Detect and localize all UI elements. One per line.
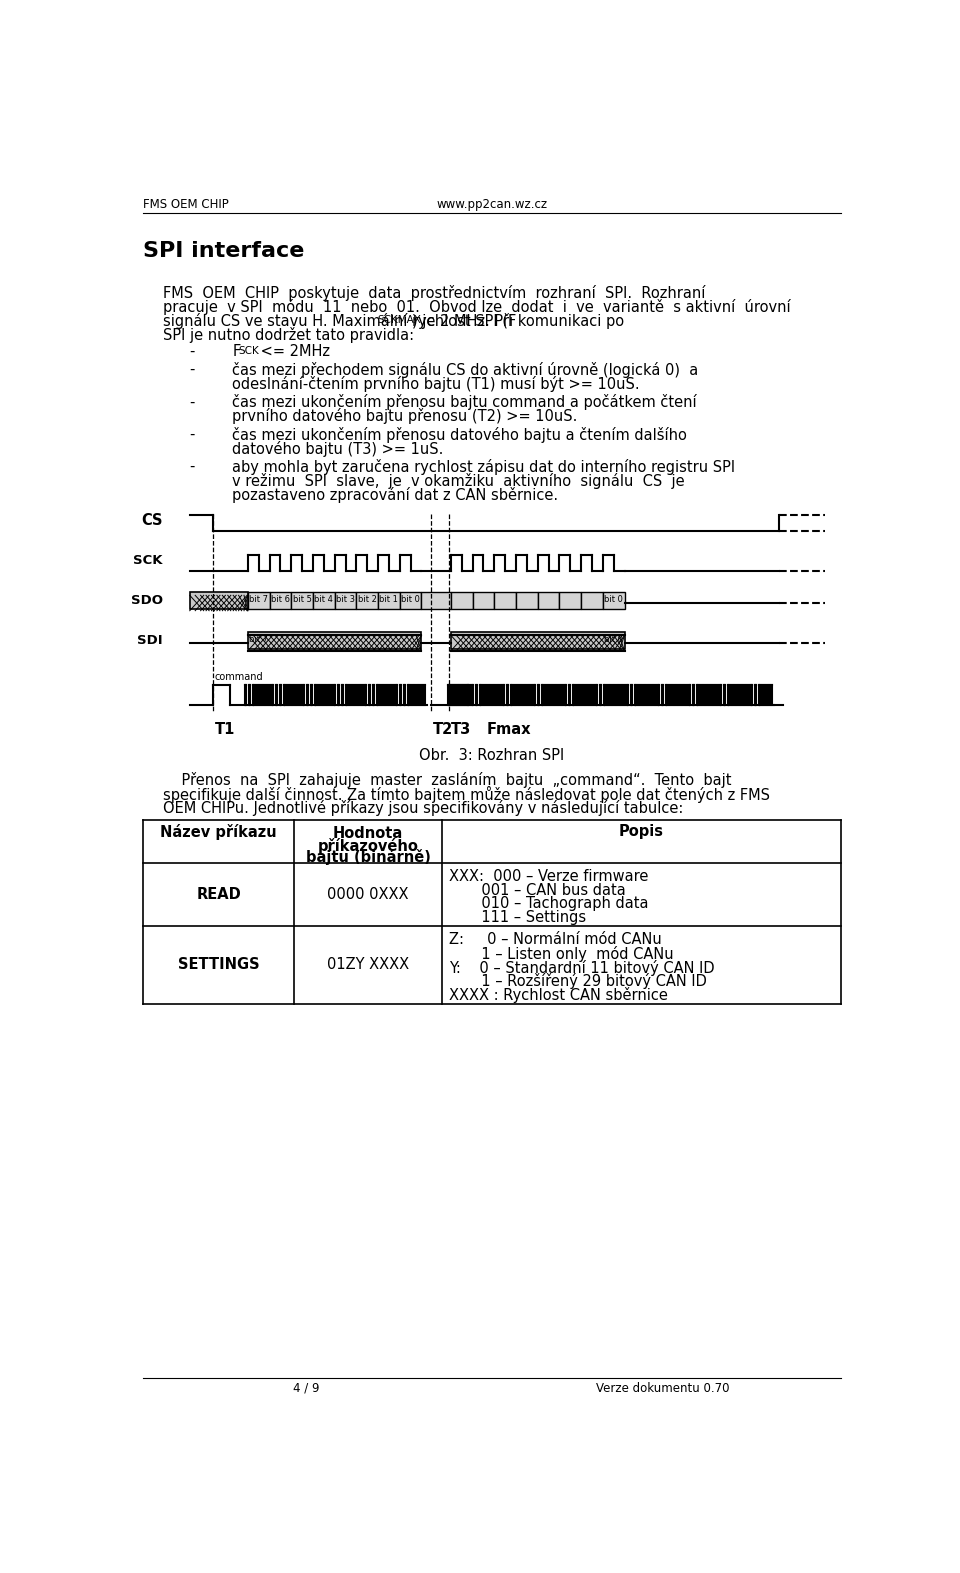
Text: SDI: SDI <box>137 634 162 647</box>
Text: bajtu (binárně): bajtu (binárně) <box>305 849 430 865</box>
Text: SETTINGS: SETTINGS <box>178 958 259 972</box>
Bar <box>248 593 270 609</box>
Text: FMS  OEM  CHIP  poskytuje  data  prostřednictvím  rozhraní  SPI.  Rozhraní: FMS OEM CHIP poskytuje data prostřednict… <box>162 285 705 300</box>
Text: Přenos  na  SPI  zahajuje  master  zasláním  bajtu  „command“.  Tento  bajt: Přenos na SPI zahajuje master zasláním b… <box>162 772 732 788</box>
Bar <box>451 593 472 609</box>
Text: bit 0: bit 0 <box>401 596 420 604</box>
Text: -: - <box>190 426 195 442</box>
Text: 010 – Tachograph data: 010 – Tachograph data <box>449 897 649 911</box>
Bar <box>335 593 356 609</box>
Text: Z:     0 – Normální mód CANu: Z: 0 – Normální mód CANu <box>449 931 662 947</box>
Text: čas mezi ukončením přenosu datového bajtu a čtením dalšího: čas mezi ukončením přenosu datového bajt… <box>232 426 687 442</box>
Text: čas mezi přechodem signálu CS do aktivní úrovně (logická 0)  a: čas mezi přechodem signálu CS do aktivní… <box>232 362 699 378</box>
Text: www.pp2can.wz.cz: www.pp2can.wz.cz <box>437 198 547 211</box>
Bar <box>399 593 421 609</box>
Text: Y:    0 – Standardní 11 bitový CAN ID: Y: 0 – Standardní 11 bitový CAN ID <box>449 960 715 975</box>
Text: -: - <box>190 343 195 359</box>
Text: prvního datového bajtu přenosu (T2) >= 10uS.: prvního datového bajtu přenosu (T2) >= 1… <box>232 409 578 425</box>
Bar <box>313 593 335 609</box>
Text: SPI interface: SPI interface <box>143 241 304 261</box>
Text: bit 5: bit 5 <box>293 596 312 604</box>
Bar <box>581 593 603 609</box>
Text: OEM CHIPu. Jednotlivé příkazy jsou specifikovány v následující tabulce:: OEM CHIPu. Jednotlivé příkazy jsou speci… <box>162 801 683 816</box>
Text: bit 7: bit 7 <box>250 635 268 645</box>
Text: bit 0: bit 0 <box>604 596 623 604</box>
Bar <box>472 593 494 609</box>
Text: odeslnání-čtením prvního bajtu (T1) musí být >= 10uS.: odeslnání-čtením prvního bajtu (T1) musí… <box>232 376 640 392</box>
Text: 1 – Listen only  mód CANu: 1 – Listen only mód CANu <box>449 945 674 961</box>
Text: bit 4: bit 4 <box>314 596 333 604</box>
Text: READ: READ <box>197 887 241 901</box>
Text: 0000 0XXX: 0000 0XXX <box>327 887 409 901</box>
Text: v režimu  SPI  slave,  je  v okamžiku  aktivního  signálu  CS  je: v režimu SPI slave, je v okamžiku aktivn… <box>232 473 685 489</box>
Text: -: - <box>190 459 195 473</box>
Text: 01ZY XXXX: 01ZY XXXX <box>327 958 409 972</box>
Text: bit 1: bit 1 <box>379 596 398 604</box>
Text: T3: T3 <box>451 722 471 736</box>
Text: SPI je nutno dodržet tato pravidla:: SPI je nutno dodržet tato pravidla: <box>162 327 414 343</box>
Bar <box>560 593 581 609</box>
Text: XXXX : Rychlost CAN sběrnice: XXXX : Rychlost CAN sběrnice <box>449 988 668 1004</box>
Text: Verze dokumentu 0.70: Verze dokumentu 0.70 <box>596 1383 730 1395</box>
Text: bit 0: bit 0 <box>604 635 623 645</box>
Text: bit 3: bit 3 <box>336 596 355 604</box>
Bar <box>603 593 625 609</box>
Text: Název příkazu: Název příkazu <box>160 824 277 840</box>
Bar <box>190 593 248 609</box>
Text: CS: CS <box>141 513 162 529</box>
Text: 4 / 9: 4 / 9 <box>293 1383 320 1395</box>
Text: Hodnota: Hodnota <box>333 826 403 842</box>
Text: bit 7: bit 7 <box>250 596 268 604</box>
Bar <box>538 593 560 609</box>
Text: pracuje  v SPI  módu  11  nebo  01.  Obvod lze  dodat  i  ve  variantě  s aktivn: pracuje v SPI módu 11 nebo 01. Obvod lze… <box>162 299 790 315</box>
Text: F: F <box>232 343 241 359</box>
Bar <box>356 593 378 609</box>
Text: 1 – Rozšířený 29 bitový CAN ID: 1 – Rozšířený 29 bitový CAN ID <box>449 974 708 989</box>
Text: -: - <box>190 362 195 378</box>
Text: -: - <box>190 395 195 409</box>
Bar <box>494 593 516 609</box>
Text: T1: T1 <box>214 722 235 736</box>
Text: aby mohla byt zaručena rychlost zápisu dat do interního registru SPI: aby mohla byt zaručena rychlost zápisu d… <box>232 459 735 475</box>
Text: XXX:  000 – Verze firmware: XXX: 000 – Verze firmware <box>449 868 649 884</box>
Bar <box>516 593 538 609</box>
Text: T2: T2 <box>433 722 453 736</box>
Text: Popis: Popis <box>618 824 663 840</box>
Bar <box>248 632 421 650</box>
Text: datového bajtu (T3) >= 1uS.: datového bajtu (T3) >= 1uS. <box>232 440 444 456</box>
Text: ) je 2 MHz. Při komunikaci po: ) je 2 MHz. Při komunikaci po <box>412 313 624 329</box>
Text: SCK: SCK <box>239 346 259 355</box>
Bar <box>451 632 625 650</box>
Text: 111 – Settings: 111 – Settings <box>449 911 587 925</box>
Text: specifikuje další činnost. Za tímto bajtem může následovat pole dat čtených z FM: specifikuje další činnost. Za tímto bajt… <box>162 786 770 804</box>
Text: SDO: SDO <box>131 595 162 607</box>
Text: SCKMAX: SCKMAX <box>377 315 421 326</box>
Text: command: command <box>214 672 263 683</box>
Text: pozastaveno zpracování dat z CAN sběrnice.: pozastaveno zpracování dat z CAN sběrnic… <box>232 486 559 503</box>
Bar <box>291 593 313 609</box>
Text: bit 6: bit 6 <box>271 596 290 604</box>
Text: signálu CS ve stavu H. Maximální rychlost SPI (F: signálu CS ve stavu H. Maximální rychlos… <box>162 313 516 329</box>
Text: čas mezi ukončením přenosu bajtu command a počátkem čtení: čas mezi ukončením přenosu bajtu command… <box>232 395 697 411</box>
Text: 001 – CAN bus data: 001 – CAN bus data <box>449 882 626 898</box>
Text: bit 2: bit 2 <box>358 596 376 604</box>
Text: Obr.  3: Rozhran SPI: Obr. 3: Rozhran SPI <box>420 747 564 763</box>
Bar <box>421 593 451 609</box>
Text: <= 2MHz: <= 2MHz <box>255 343 329 359</box>
Bar <box>378 593 399 609</box>
Text: SCK: SCK <box>133 554 162 568</box>
Text: FMS OEM CHIP: FMS OEM CHIP <box>143 198 229 211</box>
Bar <box>270 593 291 609</box>
Text: příkazového: příkazového <box>318 838 419 854</box>
Text: Fmax: Fmax <box>487 722 531 736</box>
